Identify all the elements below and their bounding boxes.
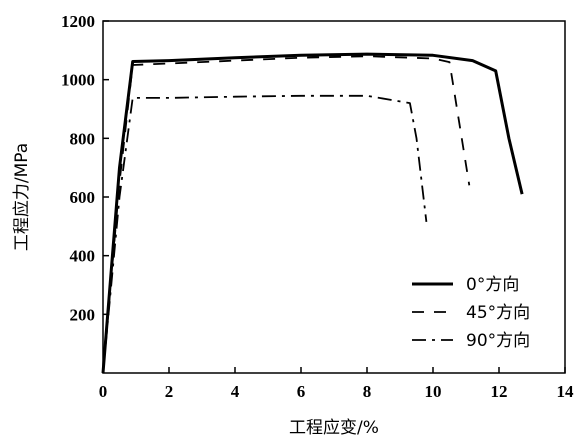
x-axis-title: 工程应变/% [289,418,379,438]
plot-area: 0 2 4 6 8 10 12 14 200 400 600 800 1000 1200 [61,12,574,401]
x-tick-label: 4 [231,382,240,401]
series-line-0 [101,52,524,374]
legend-label-0: 0°方向 [466,275,519,295]
x-tick-label: 10 [425,382,442,401]
legend: 0°方向 45°方向 90°方向 [412,275,530,351]
y-axis-ticks: 200 400 600 800 1000 1200 [61,12,109,324]
legend-label-2: 90°方向 [466,331,530,351]
y-tick-label: 400 [70,247,96,266]
y-tick-label: 800 [70,129,96,148]
y-tick-label: 600 [70,188,96,207]
x-axis-ticks: 0 2 4 6 8 10 12 14 [99,367,574,401]
series-line-2 [102,94,428,374]
x-tick-label: 12 [491,382,508,401]
y-axis-title: 工程应力/MPa [12,143,32,251]
series-layer [101,52,524,374]
y-tick-label: 1200 [61,12,95,31]
y-tick-label: 200 [70,305,96,324]
x-tick-label: 8 [363,382,372,401]
x-tick-label: 2 [165,382,174,401]
x-tick-label: 14 [557,382,575,401]
x-tick-label: 0 [99,382,108,401]
series-line-1 [102,55,471,374]
x-tick-label: 6 [297,382,306,401]
y-tick-label: 1000 [61,71,95,90]
legend-label-1: 45°方向 [466,303,530,323]
